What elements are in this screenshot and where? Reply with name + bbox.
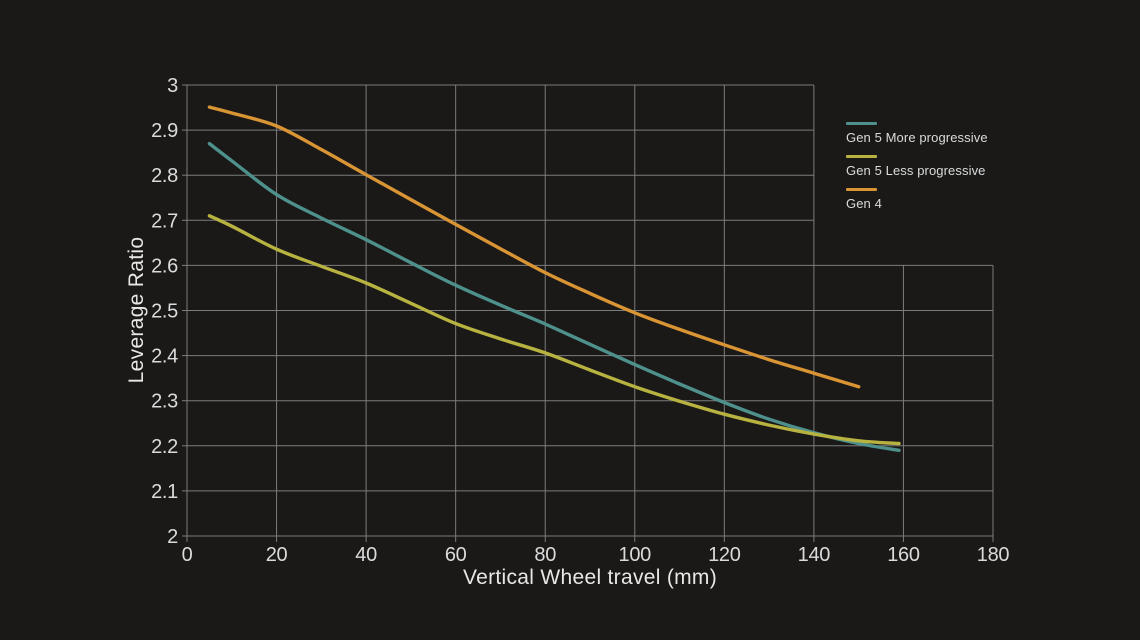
axis-tick-labels: 0 20 40 60 80 100 120 140 160 180 2 2.1 2.2 2.3 2.4 2.5… (151, 75, 1010, 566)
tick-label-y-2.7: 2.7 (151, 210, 178, 232)
legend-label: Gen 5 Less progressive (846, 163, 986, 178)
legend-swatch-gen4 (846, 188, 877, 191)
tick-label-y-2.3: 2.3 (151, 391, 178, 413)
legend-swatch-gen5-less (846, 155, 877, 158)
tick-label-y-2.8: 2.8 (151, 165, 178, 187)
tick-label-x-180: 180 (977, 544, 1010, 566)
tick-label-x-160: 160 (887, 544, 920, 566)
legend-label: Gen 5 More progressive (846, 130, 988, 145)
tick-label-x-140: 140 (798, 544, 831, 566)
tick-label-x-60: 60 (445, 544, 467, 566)
tick-label-y-3: 3 (167, 75, 178, 97)
tick-label-x-0: 0 (182, 544, 193, 566)
tick-label-y-2.6: 2.6 (151, 255, 178, 277)
series-lines (207, 105, 901, 452)
series-line-2 (207, 105, 861, 389)
legend-item-gen5-more: Gen 5 More progressive (846, 122, 988, 147)
tick-label-x-40: 40 (355, 544, 377, 566)
legend-swatch-gen5-more (846, 122, 877, 125)
y-axis-title: Leverage Ratio (125, 236, 148, 384)
tick-label-y-2.2: 2.2 (151, 436, 178, 458)
tick-label-y-2.9: 2.9 (151, 120, 178, 142)
series-line-0 (207, 141, 901, 452)
tick-label-y-2.5: 2.5 (151, 301, 178, 323)
gridlines (186, 84, 994, 537)
tick-label-y-2.4: 2.4 (151, 346, 178, 368)
axis-tick-marks (182, 84, 994, 542)
legend: Gen 5 More progressive Gen 5 Less progre… (846, 122, 988, 221)
legend-item-gen4: Gen 4 (846, 188, 988, 213)
tick-label-x-100: 100 (619, 544, 652, 566)
series-line-1 (207, 214, 901, 446)
x-axis-title: Vertical Wheel travel (mm) (462, 566, 718, 589)
tick-label-x-20: 20 (266, 544, 288, 566)
tick-label-y-2.1: 2.1 (151, 481, 178, 503)
legend-item-gen5-less: Gen 5 Less progressive (846, 155, 988, 180)
legend-label: Gen 4 (846, 196, 882, 211)
tick-label-y-2: 2 (167, 526, 178, 548)
tick-label-x-80: 80 (534, 544, 556, 566)
tick-label-x-120: 120 (708, 544, 741, 566)
